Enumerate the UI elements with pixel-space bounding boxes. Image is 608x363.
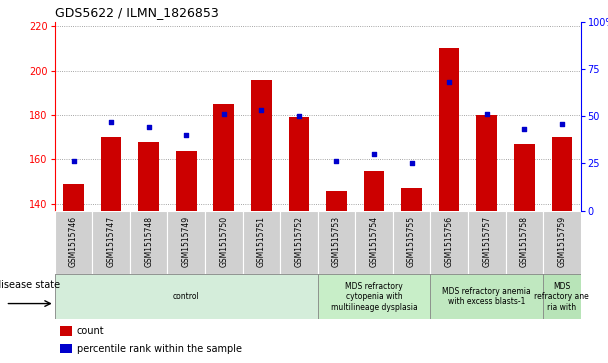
Text: GSM1515752: GSM1515752	[294, 216, 303, 266]
Text: MDS refractory
cytopenia with
multilineage dysplasia: MDS refractory cytopenia with multilinea…	[331, 282, 418, 312]
Point	[331, 159, 341, 164]
Text: GSM1515759: GSM1515759	[558, 216, 567, 267]
Point	[106, 119, 116, 125]
Bar	[92, 211, 130, 274]
Bar	[505, 211, 543, 274]
Point	[143, 125, 153, 130]
Text: GSM1515747: GSM1515747	[106, 216, 116, 267]
Bar	[101, 137, 122, 211]
Bar	[543, 274, 581, 319]
Bar	[213, 104, 234, 211]
Bar	[205, 211, 243, 274]
Bar	[514, 144, 534, 211]
Point	[219, 111, 229, 117]
Text: GSM1515750: GSM1515750	[219, 216, 228, 267]
Bar	[60, 344, 72, 354]
Point	[519, 126, 529, 132]
Text: GSM1515753: GSM1515753	[332, 216, 341, 267]
Point	[294, 113, 304, 119]
Bar	[63, 184, 84, 211]
Bar	[55, 211, 92, 274]
Text: GSM1515746: GSM1515746	[69, 216, 78, 267]
Bar	[468, 211, 505, 274]
Bar	[430, 274, 543, 319]
Text: MDS
refractory ane
ria with: MDS refractory ane ria with	[534, 282, 589, 312]
Bar	[477, 115, 497, 211]
Point	[407, 160, 416, 166]
Bar	[60, 326, 72, 336]
Bar	[280, 211, 317, 274]
Text: GSM1515749: GSM1515749	[182, 216, 191, 267]
Text: GSM1515757: GSM1515757	[482, 216, 491, 267]
Point	[181, 132, 191, 138]
Bar	[243, 211, 280, 274]
Bar	[167, 211, 205, 274]
Point	[69, 159, 78, 164]
Bar	[401, 188, 422, 211]
Point	[557, 121, 567, 127]
Bar	[251, 79, 272, 211]
Bar	[393, 211, 430, 274]
Text: GSM1515754: GSM1515754	[370, 216, 379, 267]
Text: GSM1515755: GSM1515755	[407, 216, 416, 267]
Bar	[317, 211, 355, 274]
Point	[482, 111, 492, 117]
Point	[369, 151, 379, 157]
Text: GSM1515758: GSM1515758	[520, 216, 529, 266]
Bar	[130, 211, 167, 274]
Bar	[289, 117, 309, 211]
Bar	[138, 142, 159, 211]
Text: MDS refractory anemia
with excess blasts-1: MDS refractory anemia with excess blasts…	[443, 287, 531, 306]
Text: disease state: disease state	[0, 280, 60, 290]
Text: percentile rank within the sample: percentile rank within the sample	[77, 344, 242, 354]
Bar	[543, 211, 581, 274]
Bar	[364, 171, 384, 211]
Text: count: count	[77, 326, 105, 336]
Text: control: control	[173, 292, 199, 301]
Text: GSM1515756: GSM1515756	[444, 216, 454, 267]
Bar	[551, 137, 572, 211]
Bar	[55, 274, 317, 319]
Text: GSM1515751: GSM1515751	[257, 216, 266, 266]
Bar	[439, 48, 460, 211]
Point	[257, 107, 266, 113]
Bar	[355, 211, 393, 274]
Bar	[430, 211, 468, 274]
Text: GSM1515748: GSM1515748	[144, 216, 153, 266]
Bar	[326, 191, 347, 211]
Text: GDS5622 / ILMN_1826853: GDS5622 / ILMN_1826853	[55, 6, 218, 19]
Point	[444, 79, 454, 85]
Bar	[176, 151, 196, 211]
Bar	[317, 274, 430, 319]
